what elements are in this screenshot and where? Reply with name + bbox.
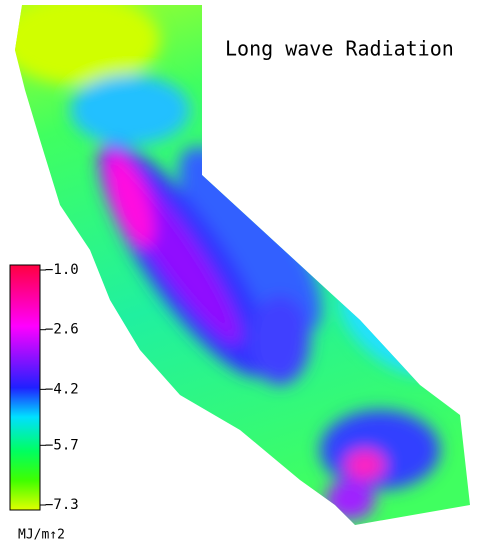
colorbar-ticks: −1.0 −2.6 −4.2 −5.7 −7.3	[40, 262, 79, 513]
colorbar-tick-label: −5.7	[45, 437, 79, 453]
colorbar-tick-label: −4.2	[45, 381, 79, 397]
colorbar-tick-label: −1.0	[45, 262, 79, 278]
map-title: Long wave Radiation	[225, 37, 454, 61]
colorbar-unit: MJ/m↑2	[18, 528, 65, 543]
colorbar-tick-label: −2.6	[45, 322, 79, 338]
colorbar-tick-label: −7.3	[45, 497, 79, 513]
colorbar	[9, 264, 41, 511]
